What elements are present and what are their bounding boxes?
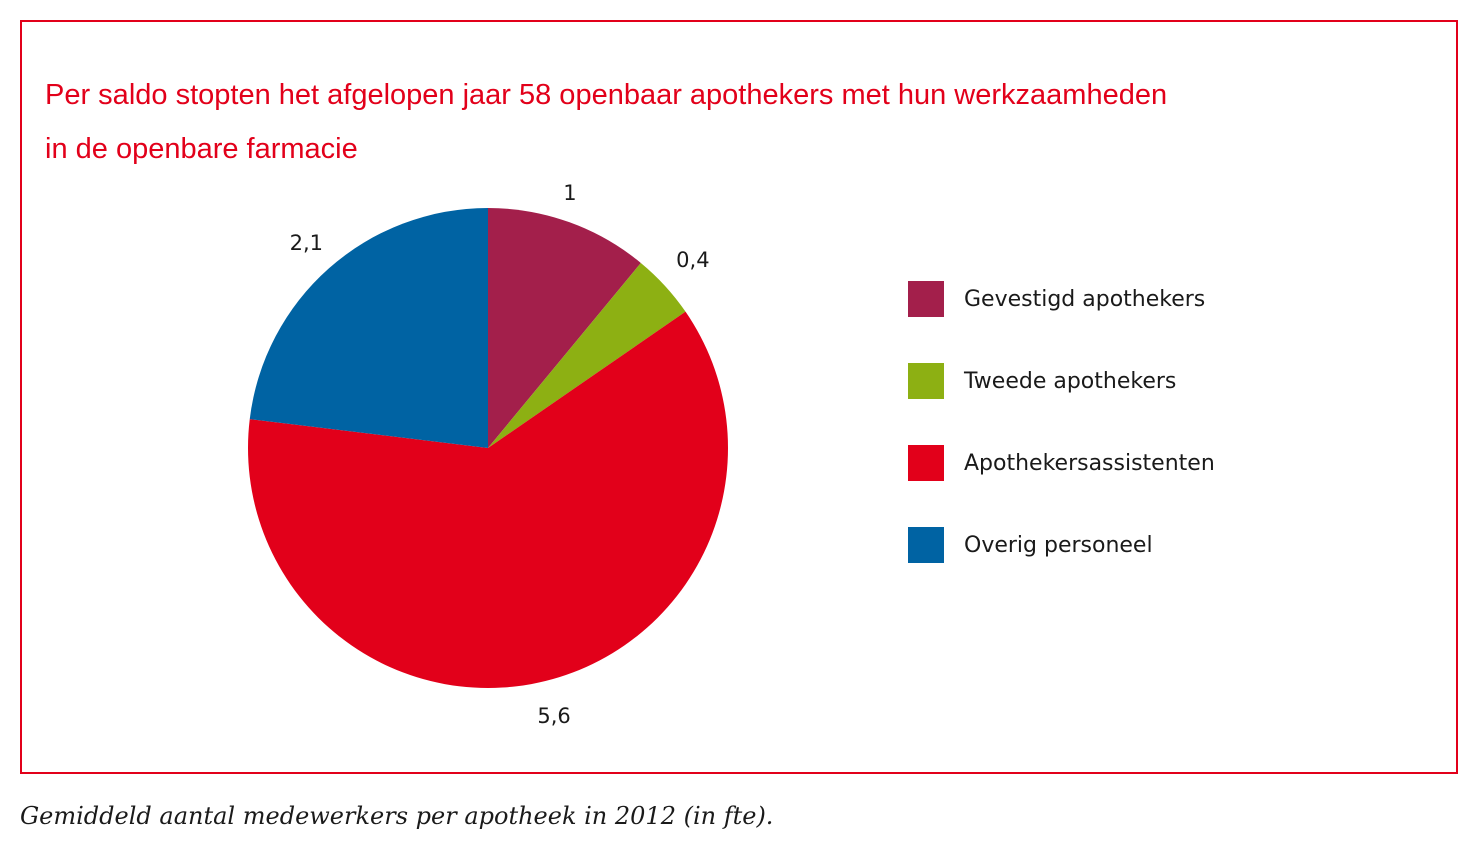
pie-slice-overig-personeel <box>249 208 488 448</box>
legend-label: Gevestigd apothekers <box>964 286 1206 312</box>
data-label: 2,1 <box>289 230 323 255</box>
legend-item-gevestigd-apothekers: Gevestigd apothekers <box>908 281 1215 317</box>
data-label: 1 <box>563 180 577 205</box>
data-label: 0,4 <box>676 248 710 273</box>
legend-label: Overig personeel <box>964 532 1153 558</box>
chart-frame <box>20 20 1458 774</box>
legend-label: Apothekersassistenten <box>964 450 1215 476</box>
chart-title-line-2: in de openbare farmacie <box>45 133 358 165</box>
pie-slice-gevestigd-apothekers <box>488 208 641 448</box>
chart-title: Per saldo stopten het afgelopen jaar 58 … <box>45 68 1425 176</box>
pie-slice-apothekersassistenten <box>247 311 728 688</box>
legend-item-apothekersassistenten: Apothekersassistenten <box>908 445 1215 481</box>
figure-caption: Gemiddeld aantal medewerkers per apothee… <box>20 802 774 830</box>
chart-title-line-1: Per saldo stopten het afgelopen jaar 58 … <box>45 79 1168 111</box>
legend: Gevestigd apothekers Tweede apothekers A… <box>908 281 1215 563</box>
legend-item-tweede-apothekers: Tweede apothekers <box>908 363 1215 399</box>
data-label: 5,6 <box>537 703 571 728</box>
legend-swatch <box>908 445 944 481</box>
legend-swatch <box>908 527 944 563</box>
pie-slice-tweede-apothekers <box>488 262 686 448</box>
legend-label: Tweede apothekers <box>964 368 1177 394</box>
legend-swatch <box>908 281 944 317</box>
legend-item-overig-personeel: Overig personeel <box>908 527 1215 563</box>
legend-swatch <box>908 363 944 399</box>
